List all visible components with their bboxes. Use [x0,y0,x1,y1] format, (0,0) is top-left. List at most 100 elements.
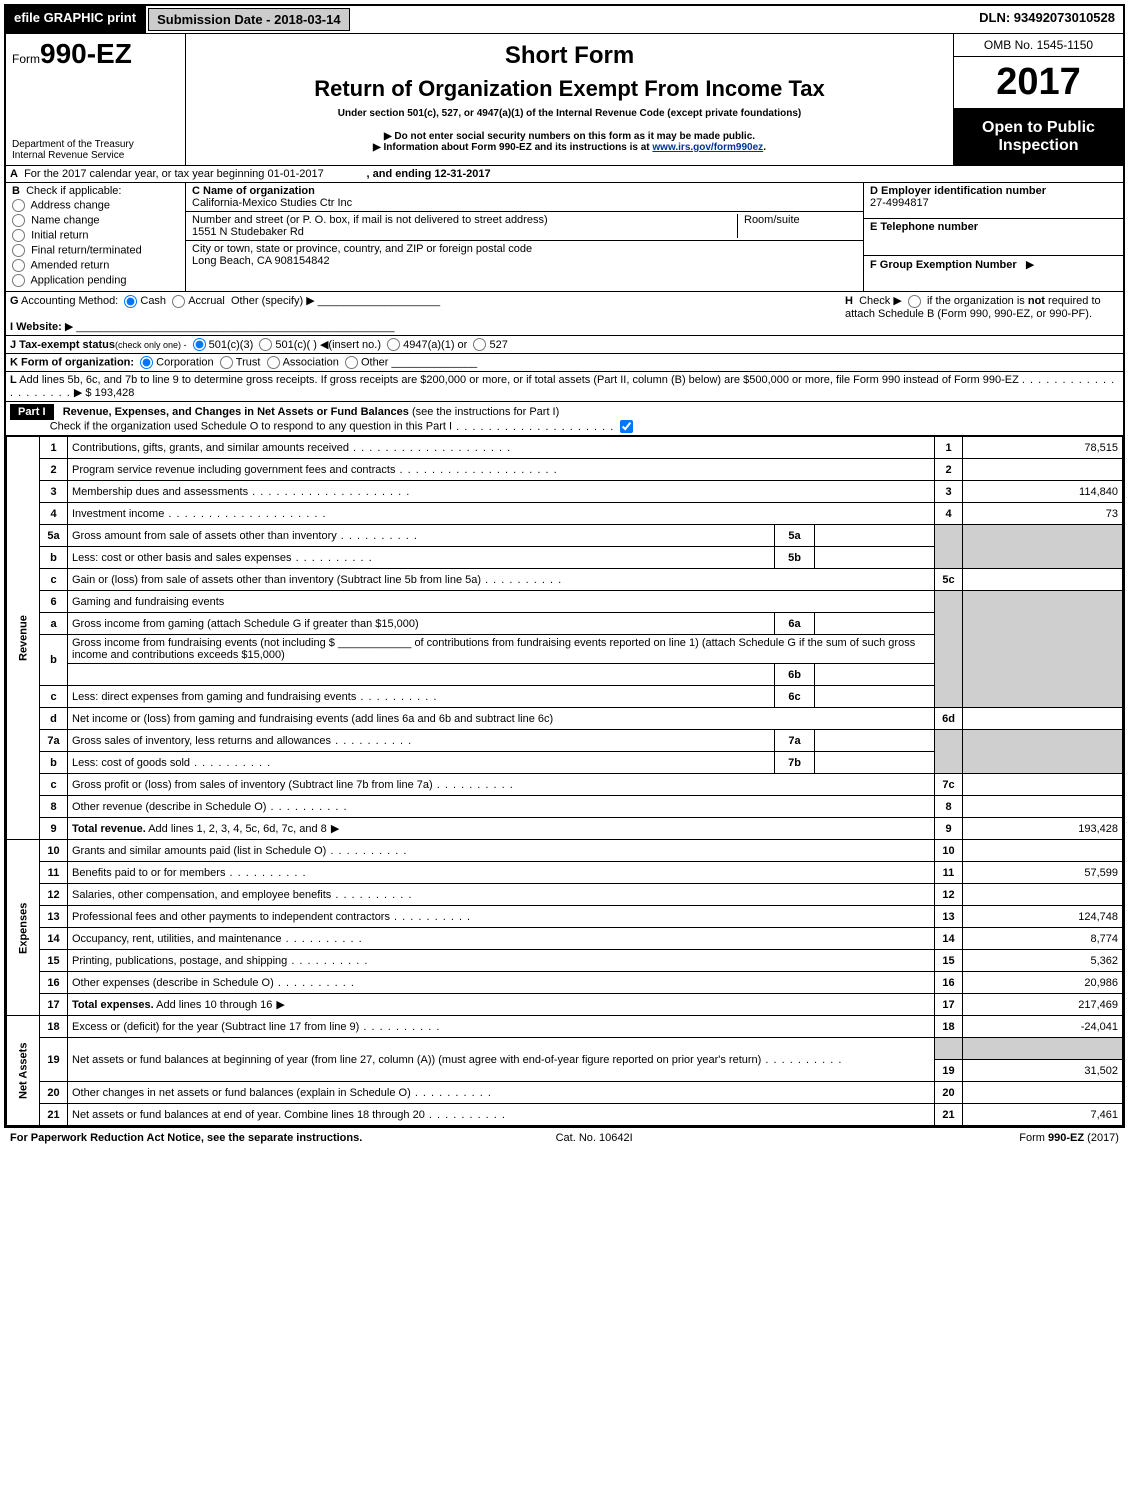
k-other-radio[interactable] [345,356,358,369]
line8-desc: Other revenue (describe in Schedule O) [72,801,348,813]
line-l: L Add lines 5b, 6c, and 7b to line 9 to … [6,372,1123,402]
line11-val: 57,599 [963,862,1123,884]
row-21: 21Net assets or fund balances at end of … [7,1104,1123,1126]
j-527-radio[interactable] [473,338,486,351]
department: Department of the Treasury Internal Reve… [12,139,179,161]
j-4947-radio[interactable] [387,338,400,351]
row-17: 17Total expenses. Add lines 10 through 1… [7,994,1123,1016]
line20-desc: Other changes in net assets or fund bala… [72,1087,492,1099]
line4-val: 73 [963,503,1123,525]
chk-name-change[interactable]: Name change [12,214,179,227]
note-instructions: Information about Form 990-EZ and its in… [192,142,947,153]
page-footer: For Paperwork Reduction Act Notice, see … [4,1128,1125,1148]
chk-pending[interactable]: Application pending [12,274,179,287]
part1-note: (see the instructions for Part I) [409,406,559,418]
line6a-desc: Gross income from gaming (attach Schedul… [68,613,775,635]
footer-right: Form 990-EZ (2017) [1019,1132,1119,1144]
k-label: K Form of organization: [10,357,134,369]
j-4947: 4947(a)(1) or [403,339,467,351]
line18-val: -24,041 [963,1016,1123,1038]
line21-desc: Net assets or fund balances at end of ye… [72,1109,506,1121]
chk-amended[interactable]: Amended return [12,259,179,272]
line20-val [963,1082,1123,1104]
row-4: 4Investment income 473 [7,503,1123,525]
g-label: Accounting Method: [21,295,118,307]
street-label: Number and street (or P. O. box, if mail… [192,214,737,226]
e-label: E Telephone number [870,221,978,233]
opt-final: Final return/terminated [31,244,142,256]
row-6: 6Gaming and fundraising events [7,591,1123,613]
schedule-o-checkbox[interactable] [620,420,633,433]
f-label: F Group Exemption Number [870,259,1017,271]
j-527: 527 [489,339,507,351]
footer-right-year: (2017) [1084,1132,1119,1144]
efile-print-button[interactable]: efile GRAPHIC print [6,6,146,33]
c-label: C Name of organization [192,185,315,197]
street-value: 1551 N Studebaker Rd [192,226,737,238]
line6d-val [963,708,1123,730]
k-corp-radio[interactable] [140,356,153,369]
line7a-desc: Gross sales of inventory, less returns a… [72,735,412,747]
footer-right-pre: Form [1019,1132,1048,1144]
line9-val: 193,428 [963,818,1123,840]
opt-pending: Application pending [30,274,126,286]
line2-desc: Program service revenue including govern… [72,464,558,476]
line-a-text: For the 2017 calendar year, or tax year … [24,168,324,180]
j-501c3-radio[interactable] [193,338,206,351]
line13-desc: Professional fees and other payments to … [72,911,471,923]
line8-val [963,796,1123,818]
row-7c: cGross profit or (loss) from sales of in… [7,774,1123,796]
header-right: OMB No. 1545-1150 2017 Open to Public In… [953,34,1123,165]
line-a: A For the 2017 calendar year, or tax yea… [6,166,1123,183]
k-corp: Corporation [156,357,213,369]
form-number-text: 990-EZ [40,38,132,69]
header-notes: Do not enter social security numbers on … [192,131,947,153]
tax-year: 2017 [954,57,1123,109]
line7c-val [963,774,1123,796]
note-ssn: Do not enter social security numbers on … [192,131,947,142]
chk-address-change[interactable]: Address change [12,199,179,212]
submission-date-button[interactable]: Submission Date - 2018-03-14 [148,8,350,31]
section-b: B Check if applicable: Address change Na… [6,183,186,291]
line-gh: G Accounting Method: Cash Accrual Other … [6,292,1123,336]
g-cash-radio[interactable] [124,295,137,308]
form-number: Form990-EZ [12,38,179,70]
chk-final-return[interactable]: Final return/terminated [12,244,179,257]
line14-desc: Occupancy, rent, utilities, and maintena… [72,933,363,945]
i-label: I Website: [10,321,62,333]
dept-line1: Department of the Treasury [12,139,179,150]
row-14: 14Occupancy, rent, utilities, and mainte… [7,928,1123,950]
opt-name-change: Name change [31,214,100,226]
k-trust-radio[interactable] [220,356,233,369]
row-7a: 7aGross sales of inventory, less returns… [7,730,1123,752]
chk-initial-return[interactable]: Initial return [12,229,179,242]
line5c-desc: Gain or (loss) from sale of assets other… [72,574,562,586]
h-radio[interactable] [908,295,921,308]
line4-desc: Investment income [72,508,327,520]
j-501c-radio[interactable] [259,338,272,351]
org-name: California-Mexico Studies Ctr Inc [192,197,857,209]
j-label: J Tax-exempt status [10,339,115,351]
line17-rest: Add lines 10 through 16 [154,999,273,1011]
g-accrual-radio[interactable] [172,295,185,308]
j-501c: 501(c)( ) ◀(insert no.) [275,339,381,351]
row-1: Revenue 1 Contributions, gifts, grants, … [7,437,1123,459]
k-trust: Trust [236,357,261,369]
g-other: Other (specify) [231,295,303,307]
line10-val [963,840,1123,862]
ein-value: 27-4994817 [870,197,929,209]
row-18: Net Assets 18Excess or (deficit) for the… [7,1016,1123,1038]
row-2: 2Program service revenue including gover… [7,459,1123,481]
line18-desc: Excess or (deficit) for the year (Subtra… [72,1021,440,1033]
line6-desc: Gaming and fundraising events [68,591,935,613]
line-a-ending: , and ending 12-31-2017 [367,168,491,180]
b-label: Check if applicable: [26,185,121,197]
line12-desc: Salaries, other compensation, and employ… [72,889,412,901]
line9-rest: Add lines 1, 2, 3, 4, 5c, 6d, 7c, and 8 [146,823,327,835]
line6b-pre: Gross income from fundraising events (no… [72,637,335,649]
g-cash: Cash [140,295,166,307]
k-assoc-radio[interactable] [267,356,280,369]
line13-val: 124,748 [963,906,1123,928]
line3-val: 114,840 [963,481,1123,503]
irs-link[interactable]: www.irs.gov/form990ez [652,142,763,153]
